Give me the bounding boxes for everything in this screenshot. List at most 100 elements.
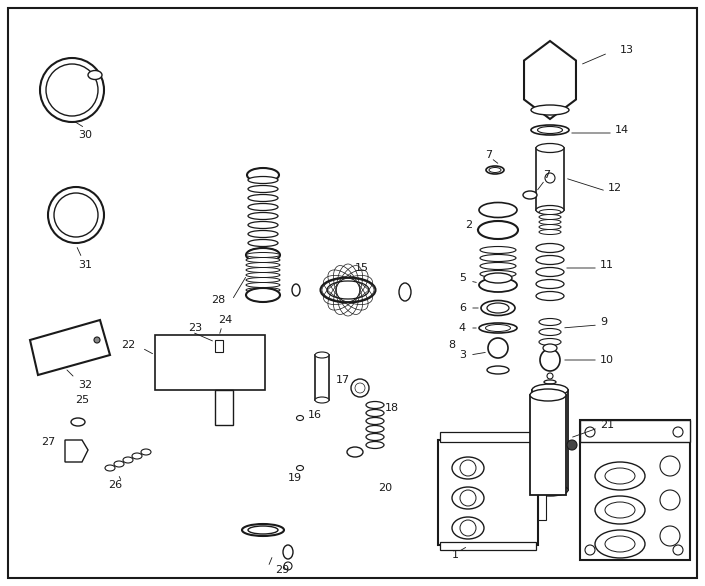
Text: 7: 7	[485, 150, 492, 160]
Ellipse shape	[297, 415, 303, 421]
Ellipse shape	[543, 344, 557, 352]
Text: 29: 29	[275, 565, 289, 575]
Ellipse shape	[247, 168, 279, 182]
Ellipse shape	[536, 291, 564, 301]
Text: 8: 8	[448, 340, 455, 350]
Ellipse shape	[595, 496, 645, 524]
Text: 12: 12	[608, 183, 622, 193]
Ellipse shape	[595, 530, 645, 558]
Ellipse shape	[536, 255, 564, 264]
Text: 15: 15	[355, 263, 369, 273]
Text: 5: 5	[459, 273, 466, 283]
Text: 2: 2	[465, 220, 472, 230]
Text: 18: 18	[385, 403, 399, 413]
Ellipse shape	[452, 487, 484, 509]
Circle shape	[567, 440, 577, 450]
Ellipse shape	[487, 366, 509, 374]
Ellipse shape	[246, 288, 280, 292]
Text: 14: 14	[615, 125, 629, 135]
Bar	[440, 542, 536, 550]
Ellipse shape	[452, 457, 484, 479]
Bar	[538, 465, 546, 520]
Ellipse shape	[284, 562, 292, 570]
Ellipse shape	[536, 144, 564, 152]
Ellipse shape	[327, 281, 369, 299]
Ellipse shape	[246, 282, 280, 288]
Ellipse shape	[246, 263, 280, 267]
Ellipse shape	[123, 457, 133, 463]
Ellipse shape	[321, 278, 376, 302]
Ellipse shape	[246, 278, 280, 282]
Bar	[438, 440, 538, 545]
Bar	[532, 390, 568, 490]
Ellipse shape	[479, 203, 517, 217]
Ellipse shape	[487, 303, 509, 313]
Ellipse shape	[478, 221, 518, 239]
Ellipse shape	[141, 449, 151, 455]
Ellipse shape	[539, 214, 561, 220]
Bar	[440, 432, 536, 442]
Ellipse shape	[246, 253, 280, 257]
Ellipse shape	[452, 517, 484, 539]
Ellipse shape	[532, 484, 568, 496]
Ellipse shape	[246, 272, 280, 278]
Ellipse shape	[479, 323, 517, 333]
Ellipse shape	[480, 263, 516, 270]
Bar	[580, 420, 690, 560]
Ellipse shape	[248, 195, 278, 202]
Ellipse shape	[536, 280, 564, 288]
Ellipse shape	[532, 384, 568, 396]
Text: 32: 32	[78, 380, 92, 390]
Polygon shape	[65, 440, 88, 462]
Ellipse shape	[248, 213, 278, 220]
Ellipse shape	[530, 389, 566, 401]
Ellipse shape	[242, 524, 284, 536]
Circle shape	[547, 373, 553, 379]
Polygon shape	[524, 41, 576, 119]
Ellipse shape	[481, 301, 515, 315]
Text: 30: 30	[78, 130, 92, 140]
Bar	[155, 335, 265, 390]
Ellipse shape	[248, 203, 278, 210]
Ellipse shape	[248, 248, 278, 255]
Ellipse shape	[248, 186, 278, 192]
Ellipse shape	[536, 206, 564, 214]
Text: Powered by Vision Spares: Powered by Vision Spares	[197, 271, 466, 291]
Text: 24: 24	[218, 315, 232, 325]
Ellipse shape	[132, 453, 142, 459]
Ellipse shape	[246, 288, 280, 302]
Ellipse shape	[246, 267, 280, 272]
Circle shape	[54, 193, 98, 237]
Text: 21: 21	[600, 420, 614, 430]
Text: 13: 13	[620, 45, 634, 55]
Ellipse shape	[246, 257, 280, 263]
Ellipse shape	[539, 319, 561, 325]
Ellipse shape	[366, 410, 384, 417]
Ellipse shape	[292, 284, 300, 296]
Ellipse shape	[248, 230, 278, 237]
Circle shape	[40, 58, 104, 122]
Ellipse shape	[479, 278, 517, 292]
Circle shape	[94, 337, 100, 343]
Ellipse shape	[539, 329, 561, 336]
Ellipse shape	[88, 70, 102, 80]
Ellipse shape	[366, 441, 384, 448]
Text: 7: 7	[543, 170, 550, 180]
Ellipse shape	[531, 125, 569, 135]
Ellipse shape	[480, 271, 516, 278]
Text: 9: 9	[600, 317, 607, 327]
Ellipse shape	[315, 397, 329, 403]
Circle shape	[488, 338, 508, 358]
Text: 1: 1	[451, 550, 458, 560]
Bar	[215, 340, 223, 352]
Ellipse shape	[539, 339, 561, 346]
Ellipse shape	[297, 465, 303, 471]
Ellipse shape	[347, 447, 363, 457]
Text: 22: 22	[121, 340, 135, 350]
Polygon shape	[30, 320, 110, 375]
Ellipse shape	[114, 461, 124, 467]
Ellipse shape	[248, 240, 278, 247]
Bar	[315, 355, 329, 400]
Ellipse shape	[531, 105, 569, 115]
Ellipse shape	[539, 224, 561, 230]
